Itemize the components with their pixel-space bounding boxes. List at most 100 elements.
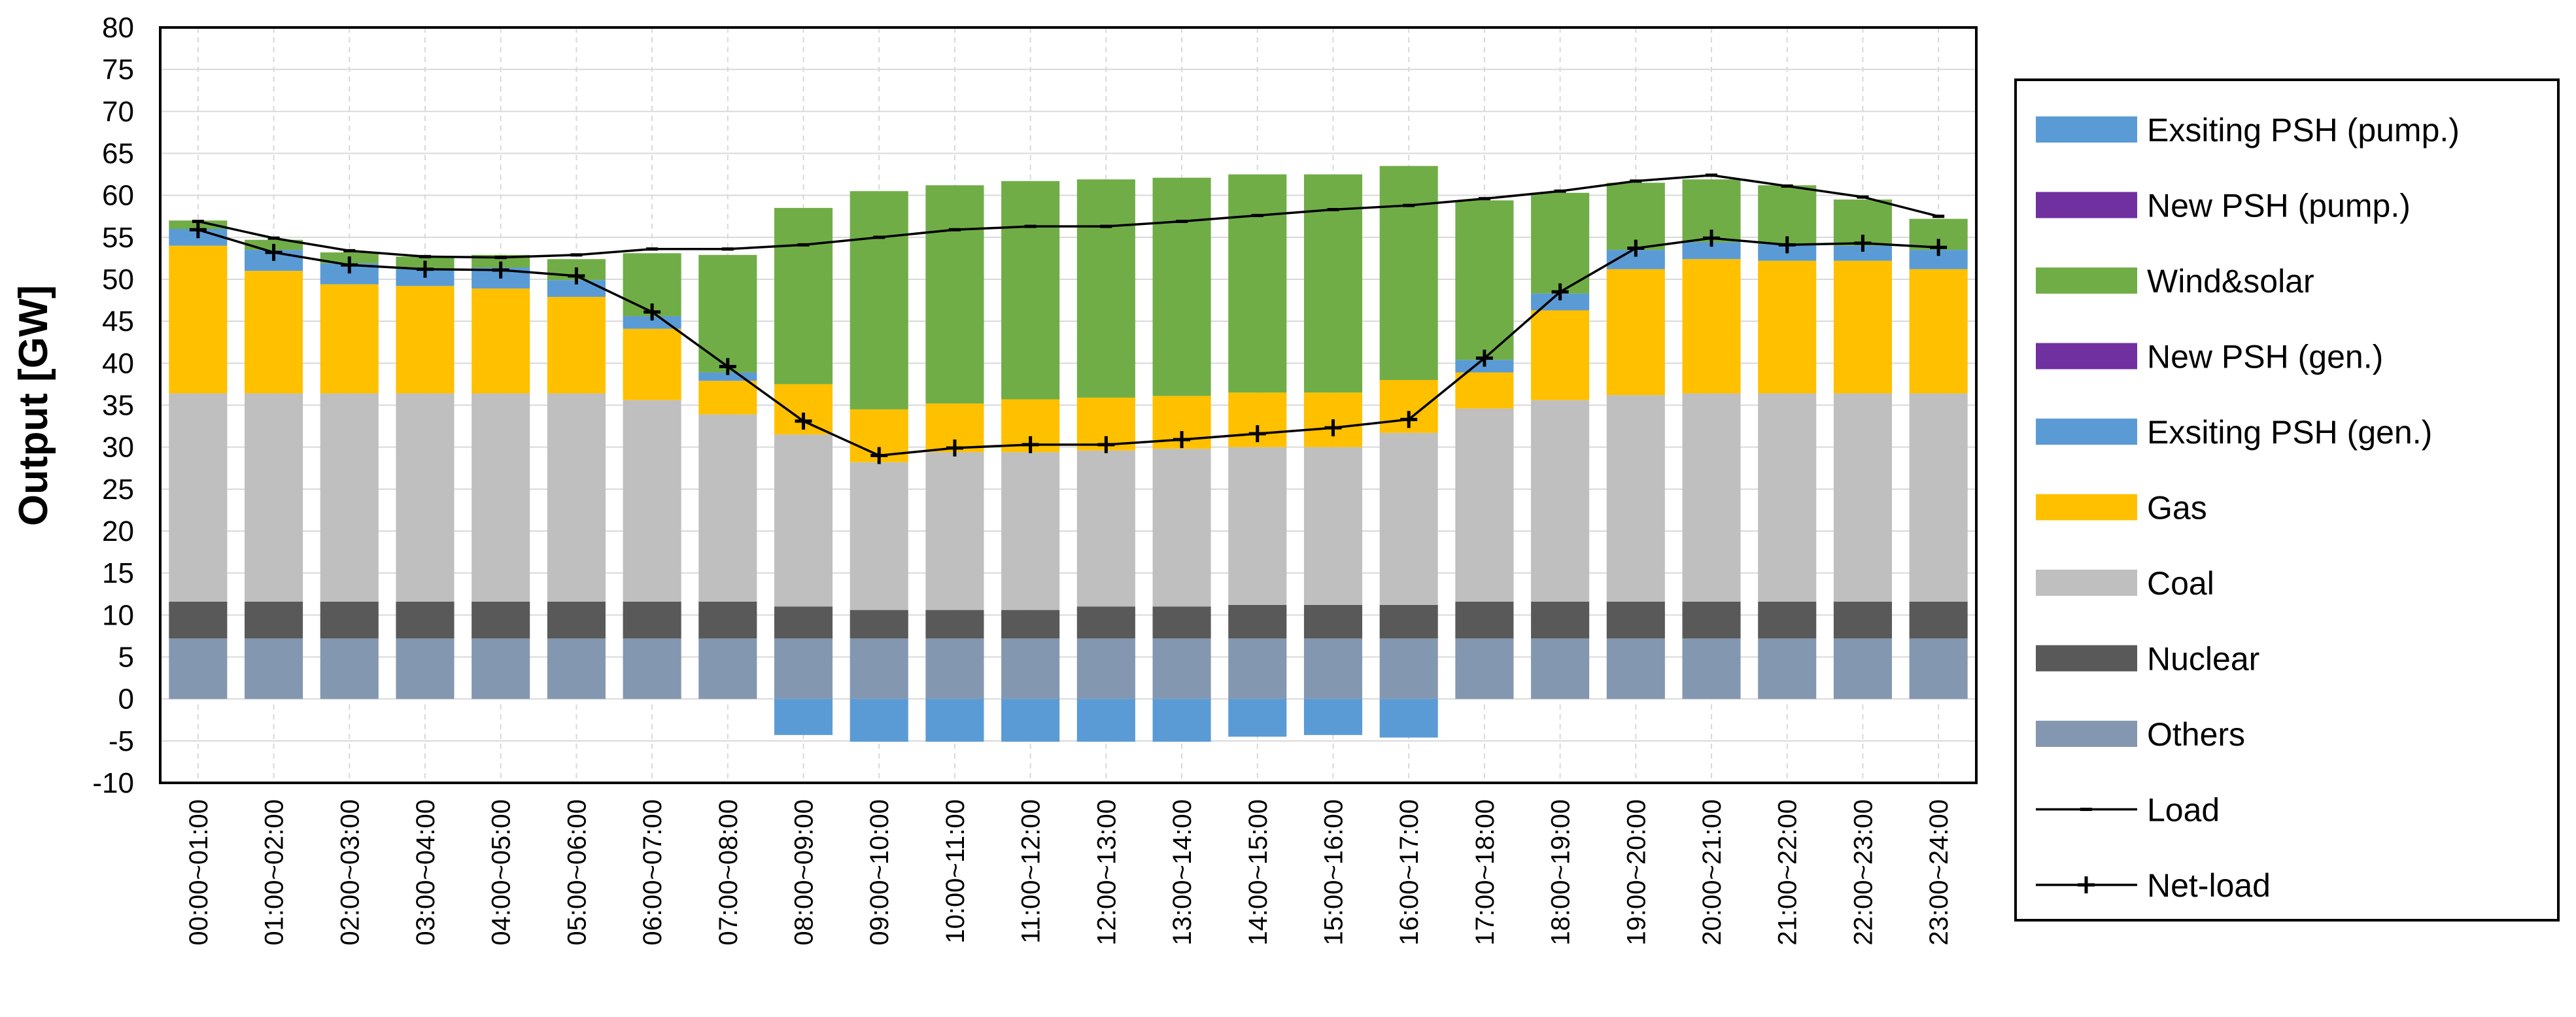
point-net-load xyxy=(1930,239,1948,256)
bar-others xyxy=(1758,638,1817,699)
point-net-load xyxy=(265,243,283,261)
x-tick-label: 20:00~21:00 xyxy=(1698,799,1726,946)
bar-nuclear xyxy=(169,601,228,639)
legend-label-new-psh-gen: New PSH (gen.) xyxy=(2147,339,2383,375)
point-net-load xyxy=(1703,230,1721,247)
legend-swatch-others xyxy=(2036,721,2137,747)
point-net-load xyxy=(1097,436,1115,453)
bar-wind-solar xyxy=(1758,185,1817,245)
bar-others xyxy=(698,638,757,699)
point-net-load xyxy=(416,260,434,278)
legend-swatch-wind-solar xyxy=(2036,267,2137,294)
bar-exsiting-psh-gen xyxy=(1833,245,1892,261)
legend-label-others: Others xyxy=(2147,716,2245,753)
plot-frame xyxy=(159,26,1978,784)
y-tick-label: 45 xyxy=(102,305,134,337)
bar-coal xyxy=(472,393,530,602)
bar-coal xyxy=(1833,393,1892,602)
bar-others xyxy=(320,638,379,699)
bar-others xyxy=(774,638,833,699)
line-net-load xyxy=(197,228,1939,457)
x-axis-ticks: 00:00~01:00 01:00~02:00 02:00~03:00 03:00~0… xyxy=(184,799,1953,946)
legend-label-nuclear: Nuclear xyxy=(2147,641,2259,678)
bar-others xyxy=(1228,638,1287,699)
y-tick-label: 35 xyxy=(102,390,134,422)
x-tick-label: 03:00~04:00 xyxy=(411,799,440,946)
x-tick-label: 02:00~03:00 xyxy=(335,799,364,946)
legend-label-new-psh-pump: New PSH (pump.) xyxy=(2147,188,2411,224)
point-net-load xyxy=(719,358,736,375)
y-tick-label: 80 xyxy=(102,12,134,44)
legend-swatch-new-psh-gen xyxy=(2036,343,2137,370)
y-tick-label: 20 xyxy=(102,515,134,547)
bar-nuclear xyxy=(472,601,530,639)
y-tick-label: 15 xyxy=(102,557,134,589)
point-net-load xyxy=(341,256,358,274)
legend-label-load: Load xyxy=(2147,792,2220,829)
y-tick-label: 5 xyxy=(118,642,134,674)
bar-nuclear xyxy=(1682,601,1741,639)
bar-others xyxy=(1455,638,1514,699)
bar-nuclear xyxy=(320,601,379,639)
bar-nuclear xyxy=(396,601,455,639)
bar-nuclear xyxy=(245,601,303,639)
bar-coal xyxy=(1758,393,1817,602)
point-net-load xyxy=(568,267,585,284)
bar-others xyxy=(1076,638,1135,699)
bar-nuclear xyxy=(1833,601,1892,639)
bar-others xyxy=(1152,638,1211,699)
point-net-load xyxy=(644,303,661,321)
bar-nuclear xyxy=(1152,606,1211,639)
bar-others xyxy=(245,638,303,699)
point-net-load xyxy=(1475,349,1493,367)
bar-nuclear xyxy=(925,610,984,639)
bar-others xyxy=(1531,638,1590,699)
bar-gas xyxy=(472,288,530,394)
legend-swatch-new-psh-pump xyxy=(2036,192,2137,218)
legend-swatch-coal xyxy=(2036,570,2137,596)
bar-wind-solar xyxy=(1228,174,1287,393)
legend-swatch-exsiting-psh-gen xyxy=(2036,419,2137,445)
bar-gas xyxy=(1606,269,1665,396)
bar-gas xyxy=(1455,372,1514,409)
bar-gas xyxy=(1909,269,1968,394)
bar-wind-solar xyxy=(1152,177,1211,396)
x-tick-label: 08:00~09:00 xyxy=(790,799,819,946)
x-tick-label: 13:00~14:00 xyxy=(1168,799,1197,946)
legend-swatch-gas xyxy=(2036,494,2137,521)
bar-coal xyxy=(925,452,984,610)
bar-coal xyxy=(1379,432,1438,605)
bar-nuclear xyxy=(1758,601,1817,639)
y-tick-label: 40 xyxy=(102,347,134,379)
legend: Exsiting PSH (pump.) New PSH (pump.) Wind&… xyxy=(2014,78,2560,922)
bar-others xyxy=(1606,638,1665,699)
x-tick-label: 21:00~22:00 xyxy=(1774,799,1802,946)
bar-nuclear xyxy=(1228,604,1287,639)
bar-exsiting-psh-gen xyxy=(623,316,681,329)
bar-exsiting-psh-pump xyxy=(1379,698,1438,738)
bar-others xyxy=(1303,638,1363,699)
line-load xyxy=(197,174,1939,259)
y-tick-label: 75 xyxy=(102,54,134,86)
bar-nuclear xyxy=(547,601,606,639)
bar-coal xyxy=(1455,408,1514,602)
bar-wind-solar xyxy=(850,191,908,409)
bar-others xyxy=(1682,638,1741,699)
bar-coal xyxy=(1531,400,1590,602)
bar-nuclear xyxy=(1001,610,1060,639)
y-axis-label: Output [GW] xyxy=(11,285,56,526)
bar-coal xyxy=(850,462,908,610)
bar-wind-solar xyxy=(1379,165,1438,380)
bar-exsiting-psh-pump xyxy=(1001,698,1060,742)
bar-others xyxy=(1001,638,1060,699)
point-net-load xyxy=(1022,436,1039,453)
x-tick-label: 12:00~13:00 xyxy=(1092,799,1121,946)
bar-coal xyxy=(1606,395,1665,602)
bar-nuclear xyxy=(1455,601,1514,639)
bar-gas xyxy=(1531,310,1590,400)
bar-coal xyxy=(1909,393,1968,602)
bar-others xyxy=(547,638,606,699)
point-net-load xyxy=(946,439,963,457)
bar-coal xyxy=(1001,452,1060,610)
bar-nuclear xyxy=(1909,601,1968,639)
